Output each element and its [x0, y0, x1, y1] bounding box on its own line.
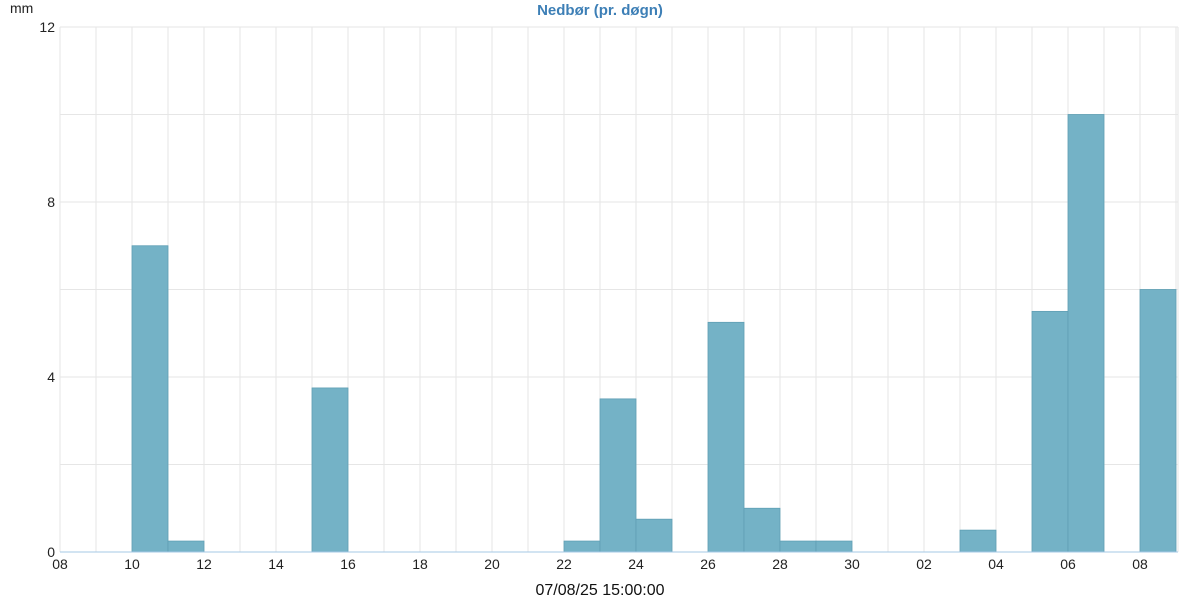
x-tick-label: 12: [196, 556, 212, 572]
y-tick-label: 4: [47, 369, 55, 385]
chart-title: Nedbør (pr. døgn): [537, 2, 663, 19]
y-axis-label: mm: [10, 0, 33, 16]
x-tick-label: 08: [1132, 556, 1148, 572]
grid: [59, 26, 1179, 553]
bar: [959, 529, 997, 553]
bar: [1139, 289, 1177, 553]
bar: [1031, 310, 1069, 553]
bar: [815, 540, 853, 553]
y-tick-label: 8: [47, 194, 55, 210]
x-tick-label: 14: [268, 556, 284, 572]
x-tick-label: 30: [844, 556, 860, 572]
x-tick-label: 22: [556, 556, 572, 572]
x-tick-label: 18: [412, 556, 428, 572]
x-tick-label: 08: [52, 556, 68, 572]
bar: [599, 398, 637, 553]
x-axis-label: 07/08/25 15:00:00: [535, 582, 664, 599]
bars: [131, 114, 1177, 553]
x-tick-label: 16: [340, 556, 356, 572]
y-tick-label: 12: [39, 19, 55, 35]
bar: [167, 540, 205, 553]
x-tick-label: 10: [124, 556, 140, 572]
x-tick-label: 24: [628, 556, 644, 572]
bar: [311, 387, 349, 553]
bar: [779, 540, 817, 553]
bar: [635, 518, 673, 553]
x-tick-label: 20: [484, 556, 500, 572]
x-axis-ticks: 08 10 12 14 16 18 20 22 24 26 28 30 02 04 06 08: [52, 556, 1148, 572]
y-axis-ticks: 0 4 8 12: [39, 19, 55, 560]
bar: [707, 321, 745, 553]
x-tick-label: 02: [916, 556, 932, 572]
x-tick-label: 04: [988, 556, 1004, 572]
x-tick-label: 06: [1060, 556, 1076, 572]
bar: [563, 540, 601, 553]
y-tick-label: 0: [47, 544, 55, 560]
bar: [743, 507, 781, 553]
bar: [131, 245, 169, 553]
x-tick-label: 26: [700, 556, 716, 572]
x-tick-label: 28: [772, 556, 788, 572]
bar: [1067, 114, 1105, 553]
